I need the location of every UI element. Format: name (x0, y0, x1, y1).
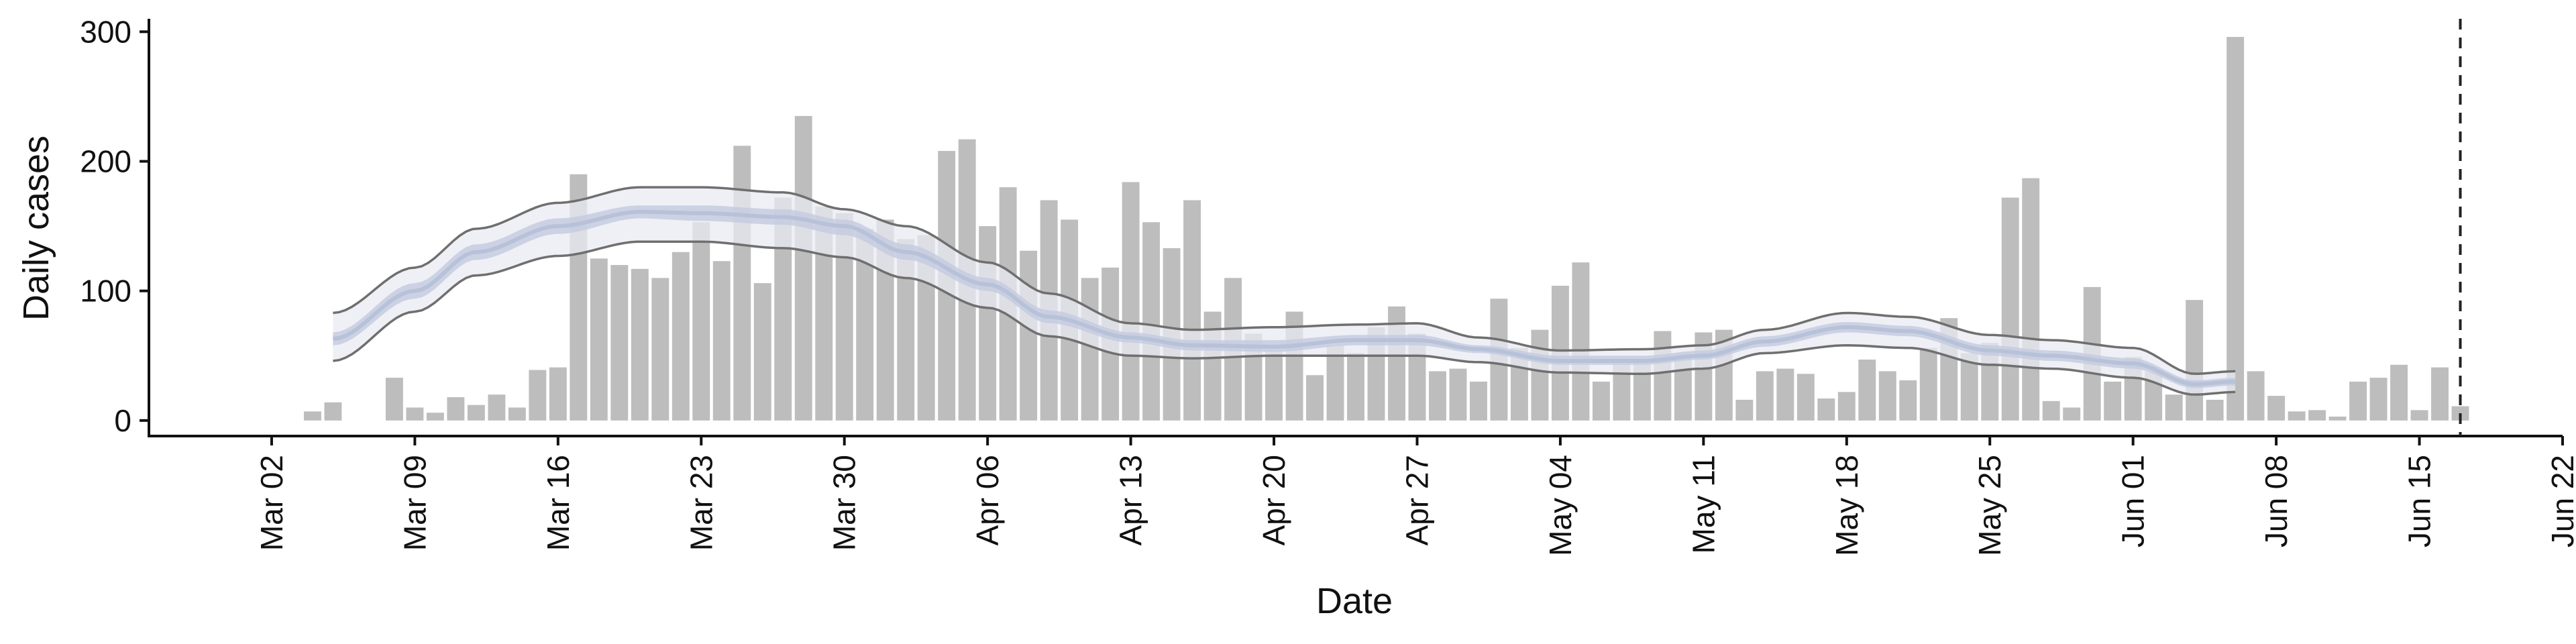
bar-mar-24 (712, 261, 731, 421)
band-lower-line (333, 240, 2236, 396)
bar-may-05 (1572, 262, 1590, 421)
x-tick-label: Mar 30 (827, 455, 862, 551)
bar-mar-18 (590, 258, 608, 421)
bar-may-15 (1776, 368, 1794, 421)
bar-mar-09 (406, 407, 424, 421)
uncertainty-band-layer (333, 186, 2236, 396)
bar-jun-07 (2247, 371, 2265, 421)
bar-mar-20 (631, 268, 649, 421)
bar-may-17 (1817, 398, 1835, 421)
bar-mar-21 (651, 278, 669, 421)
x-tick-label: Jun 22 (2545, 455, 2576, 547)
y-ticks: 0 100 200 300 (80, 14, 149, 438)
bar-may-27 (2022, 178, 2040, 421)
x-tick-label: Mar 16 (541, 455, 576, 551)
bar-apr-24 (1347, 353, 1364, 421)
bar-mar-11 (447, 397, 465, 421)
x-tick-label: Jun 08 (2259, 455, 2294, 547)
bar-may-29 (2063, 407, 2081, 421)
bar-jun-14 (2390, 364, 2408, 421)
bar-apr-20 (1265, 350, 1283, 421)
bar-mar-05 (324, 402, 342, 421)
bar-jun-06 (2226, 37, 2245, 421)
axes-layer (148, 19, 2563, 437)
bar-apr-30 (1469, 381, 1487, 421)
bar-may-06 (1592, 381, 1610, 421)
x-tick-label: Jun 15 (2402, 455, 2437, 547)
y-tick-label: 300 (80, 14, 131, 49)
bar-may-18 (1837, 392, 1856, 421)
bar-mar-04 (303, 411, 321, 421)
bar-jun-15 (2410, 410, 2428, 421)
bar-apr-14 (1142, 222, 1161, 421)
bar-jun-12 (2349, 381, 2367, 421)
bar-jun-05 (2206, 399, 2224, 421)
bar-jun-11 (2328, 417, 2347, 421)
x-axis-title: Date (1316, 581, 1393, 621)
bar-may-09 (1654, 331, 1672, 421)
bar-mar-19 (610, 265, 629, 421)
bar-may-21 (1899, 380, 1917, 421)
band-upper-line (333, 186, 2236, 375)
bar-apr-23 (1326, 345, 1344, 421)
bar-mar-10 (426, 413, 444, 421)
bar-mar-23 (692, 222, 710, 421)
median-line (333, 209, 2236, 386)
x-tick-label: Mar 09 (397, 455, 432, 551)
bar-mar-22 (672, 252, 690, 421)
bar-apr-22 (1306, 375, 1324, 421)
bar-mar-08 (385, 378, 403, 421)
bar-mar-26 (753, 283, 771, 421)
bar-jun-04 (2186, 300, 2204, 421)
bar-jun-03 (2165, 394, 2183, 421)
bar-apr-29 (1449, 368, 1467, 421)
bar-mar-13 (488, 394, 506, 421)
x-tick-label: Apr 13 (1114, 455, 1148, 546)
bar-may-16 (1796, 374, 1815, 421)
bar-jun-16 (2431, 367, 2449, 421)
bar-jun-09 (2288, 411, 2306, 421)
x-tick-label: May 11 (1686, 455, 1721, 553)
x-tick-label: Mar 02 (254, 455, 289, 551)
x-tick-label: Apr 20 (1256, 455, 1291, 546)
bar-may-13 (1735, 399, 1754, 421)
x-tick-label: May 04 (1543, 455, 1578, 556)
y-tick-label: 200 (80, 144, 131, 178)
x-tick-label: May 25 (1972, 455, 2007, 556)
bar-apr-28 (1429, 371, 1446, 421)
bar-mar-15 (529, 370, 547, 421)
y-tick-label: 0 (114, 403, 131, 438)
bar-mar-28 (794, 115, 812, 421)
bar-may-03 (1531, 329, 1549, 421)
bar-jun-10 (2308, 410, 2326, 421)
bar-may-31 (2104, 381, 2122, 421)
bar-apr-16 (1183, 200, 1201, 421)
bar-may-22 (1919, 347, 1937, 421)
bar-mar-12 (467, 405, 485, 421)
x-tick-label: Mar 23 (684, 455, 718, 551)
bar-mar-14 (508, 407, 526, 421)
x-tick-label: Apr 06 (970, 455, 1005, 546)
bar-may-26 (2001, 197, 2019, 421)
bar-mar-25 (733, 146, 751, 421)
x-tick-label: May 18 (1829, 455, 1864, 556)
x-ticks: Mar 02 Mar 09 Mar 16 Mar 23 Mar 30 Apr 06 Apr … (254, 436, 2576, 556)
y-tick-label: 100 (80, 274, 131, 309)
bar-may-28 (2042, 400, 2060, 421)
x-tick-label: Jun 01 (2116, 455, 2151, 547)
bar-may-19 (1858, 360, 1876, 421)
bar-apr-08 (1020, 250, 1038, 421)
bar-mar-16 (549, 367, 567, 421)
bar-apr-06 (979, 226, 997, 421)
x-tick-label: Apr 27 (1399, 455, 1434, 546)
bar-jun-13 (2369, 378, 2387, 421)
bar-may-14 (1756, 371, 1774, 421)
bar-apr-13 (1122, 182, 1140, 421)
bar-jun-08 (2267, 396, 2286, 421)
bar-may-20 (1878, 371, 1896, 421)
y-axis-title: Daily cases (16, 136, 56, 321)
